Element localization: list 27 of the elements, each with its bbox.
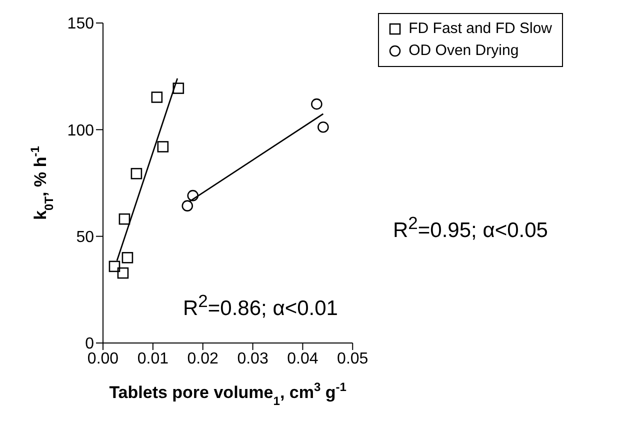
x-axis-title: Tablets pore volume$_{1}$, cm$^{3}$ g$^{-1}$ xyxy=(109,380,347,408)
point xyxy=(151,92,163,103)
x-tick-label: 0.00 xyxy=(87,350,119,368)
text: R$^{2}$=0.95; α<0.05 xyxy=(393,213,548,243)
point xyxy=(182,200,194,212)
point xyxy=(108,260,120,272)
x-tick-label: 0.02 xyxy=(187,350,219,368)
annotation: R$^{2}$=0.86; α<0.01 xyxy=(183,291,338,321)
y-tick-label: 100 xyxy=(67,122,94,140)
point xyxy=(117,267,129,279)
point xyxy=(311,98,322,110)
x-tick-label: 0.01 xyxy=(137,350,169,368)
y-tick-label: 0 xyxy=(85,336,94,353)
legend-label: OD Oven Drying xyxy=(408,41,519,61)
x-tick-label: 0.04 xyxy=(287,350,318,368)
point xyxy=(172,82,184,94)
legend-label: FD Fast and FD Slow xyxy=(408,19,552,39)
y-tick-label: 50 xyxy=(76,229,94,246)
point xyxy=(130,168,142,180)
x-tick-label: 0.05 xyxy=(337,350,368,368)
point xyxy=(118,213,130,225)
point xyxy=(122,252,134,264)
point xyxy=(318,121,329,133)
x-tick-label: 0.03 xyxy=(237,350,268,368)
point xyxy=(157,141,169,152)
point xyxy=(187,190,199,202)
y-tick-label: 150 xyxy=(67,16,94,33)
